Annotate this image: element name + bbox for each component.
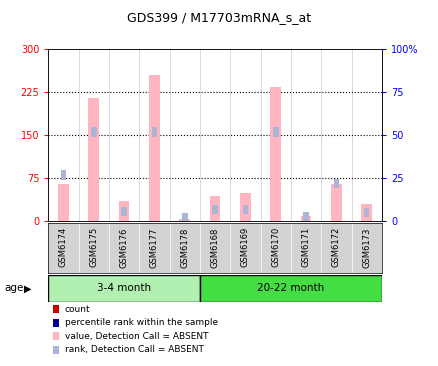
Bar xyxy=(199,274,381,302)
Bar xyxy=(121,206,127,216)
Bar xyxy=(119,201,129,221)
Bar xyxy=(212,205,217,214)
Bar xyxy=(272,127,278,137)
Text: value, Detection Call = ABSENT: value, Detection Call = ABSENT xyxy=(64,332,208,341)
Text: GSM6172: GSM6172 xyxy=(331,227,340,268)
Bar xyxy=(363,208,369,217)
Bar xyxy=(209,195,220,221)
Text: GSM6174: GSM6174 xyxy=(59,227,68,268)
Bar xyxy=(240,193,250,221)
Text: GSM6176: GSM6176 xyxy=(119,227,128,268)
Bar xyxy=(149,75,159,221)
Bar xyxy=(58,184,69,221)
Bar xyxy=(242,205,247,214)
Bar xyxy=(48,274,199,302)
Text: 3-4 month: 3-4 month xyxy=(97,283,151,293)
Text: GSM6168: GSM6168 xyxy=(210,227,219,268)
Bar xyxy=(360,204,371,221)
Bar xyxy=(91,127,96,137)
Bar xyxy=(88,98,99,221)
Text: GSM6170: GSM6170 xyxy=(271,227,279,268)
Text: percentile rank within the sample: percentile rank within the sample xyxy=(64,318,217,327)
Text: age: age xyxy=(4,283,24,294)
Bar xyxy=(303,212,308,221)
Text: GSM6173: GSM6173 xyxy=(361,227,371,268)
Text: 20-22 month: 20-22 month xyxy=(257,283,324,293)
Bar xyxy=(270,87,280,221)
Text: ▶: ▶ xyxy=(24,283,32,294)
Bar xyxy=(300,216,311,221)
Text: GSM6171: GSM6171 xyxy=(301,227,310,268)
Bar xyxy=(333,179,339,188)
Text: rank, Detection Call = ABSENT: rank, Detection Call = ABSENT xyxy=(64,346,203,354)
Text: GDS399 / M17703mRNA_s_at: GDS399 / M17703mRNA_s_at xyxy=(127,11,311,24)
Bar xyxy=(152,127,157,137)
Text: GSM6175: GSM6175 xyxy=(89,227,98,268)
Bar xyxy=(330,184,341,221)
Bar xyxy=(182,213,187,223)
Text: GSM6177: GSM6177 xyxy=(150,227,159,268)
Bar xyxy=(179,219,190,221)
Bar xyxy=(60,171,66,180)
Text: GSM6169: GSM6169 xyxy=(240,227,249,268)
Text: count: count xyxy=(64,305,90,314)
Text: GSM6178: GSM6178 xyxy=(180,227,189,268)
